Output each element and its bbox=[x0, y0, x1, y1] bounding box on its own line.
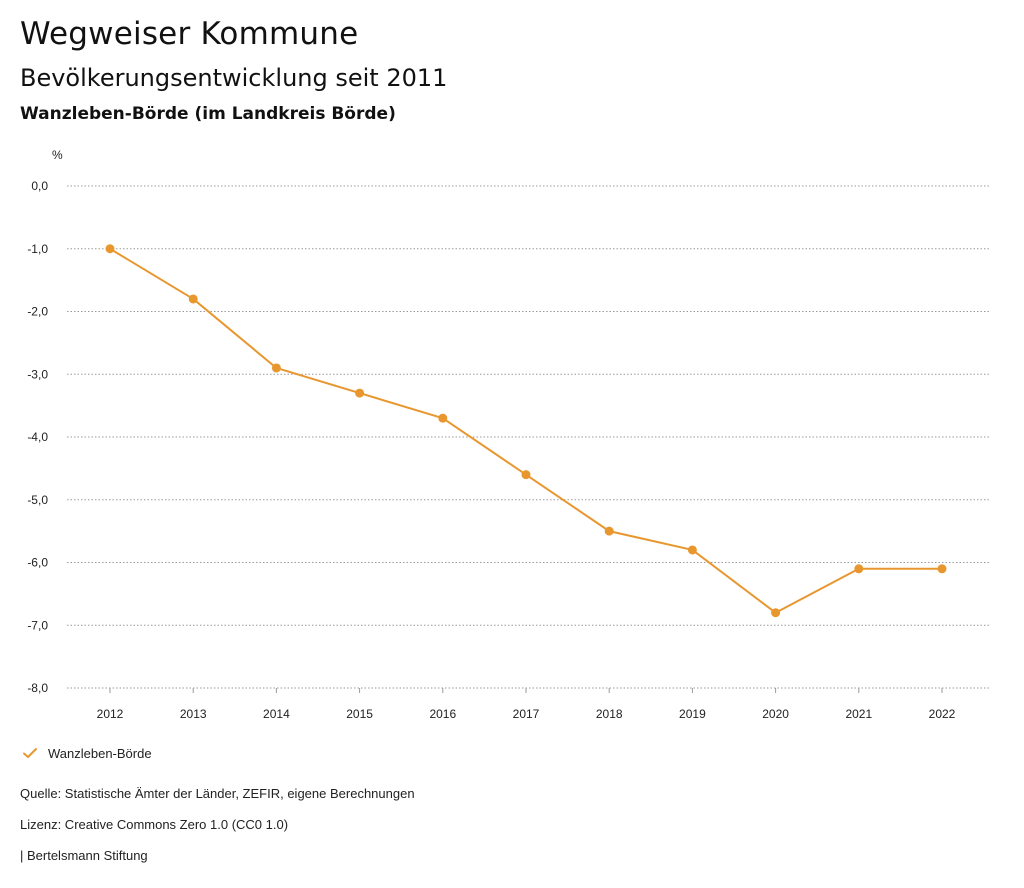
y-axis-ticks: 0,0 -1,0 -2,0 -3,0 -4,0 -5,0 -6,0 -7,0 -8,0 bbox=[27, 179, 48, 695]
publisher-note: | Bertelsmann Stiftung bbox=[20, 848, 148, 863]
data-point[interactable] bbox=[105, 244, 115, 254]
license-note: Lizenz: Creative Commons Zero 1.0 (CC0 1… bbox=[20, 817, 289, 832]
series-layer bbox=[105, 244, 947, 618]
region-label: Wanzleben-Börde (im Landkreis Börde) bbox=[20, 104, 396, 124]
data-point[interactable] bbox=[188, 294, 198, 304]
data-point[interactable] bbox=[521, 470, 531, 480]
data-point[interactable] bbox=[604, 526, 614, 536]
x-tick-label: 2017 bbox=[513, 707, 540, 721]
x-tick-label: 2014 bbox=[263, 707, 290, 721]
y-tick-label: -7,0 bbox=[27, 618, 48, 632]
y-tick-label: -3,0 bbox=[27, 367, 48, 381]
x-tick-label: 2019 bbox=[679, 707, 706, 721]
page-title: Wegweiser Kommune bbox=[20, 16, 359, 52]
x-tick-label: 2022 bbox=[929, 707, 956, 721]
x-tick-label: 2018 bbox=[596, 707, 623, 721]
x-axis-ticks: 2012 2013 2014 2015 2016 2017 2018 2019 2020 2021… bbox=[97, 688, 956, 721]
source-note: Quelle: Statistische Ämter der Länder, Z… bbox=[20, 786, 415, 801]
data-point[interactable] bbox=[438, 413, 448, 423]
x-tick-label: 2016 bbox=[429, 707, 456, 721]
data-point[interactable] bbox=[687, 545, 697, 555]
x-tick-label: 2012 bbox=[97, 707, 124, 721]
data-point[interactable] bbox=[355, 388, 365, 398]
legend-label: Wanzleben-Börde bbox=[48, 745, 152, 761]
data-point[interactable] bbox=[854, 564, 864, 574]
grid-lines bbox=[67, 185, 990, 689]
x-tick-label: 2021 bbox=[845, 707, 872, 721]
data-point[interactable] bbox=[271, 363, 281, 373]
legend[interactable]: Wanzleben-Börde bbox=[22, 745, 152, 761]
y-axis-unit-label: % bbox=[52, 148, 63, 162]
y-tick-label: -4,0 bbox=[27, 430, 48, 444]
y-tick-label: -6,0 bbox=[27, 556, 48, 570]
series-line bbox=[109, 247, 942, 614]
x-tick-label: 2020 bbox=[762, 707, 789, 721]
x-tick-label: 2015 bbox=[346, 707, 373, 721]
y-tick-label: -1,0 bbox=[27, 242, 48, 256]
check-icon bbox=[22, 745, 38, 761]
y-tick-label: -8,0 bbox=[27, 681, 48, 695]
chart-subtitle: Bevölkerungsentwicklung seit 2011 bbox=[20, 64, 448, 92]
y-tick-label: 0,0 bbox=[31, 179, 48, 193]
data-point[interactable] bbox=[771, 608, 781, 618]
y-tick-label: -5,0 bbox=[27, 493, 48, 507]
x-tick-label: 2013 bbox=[180, 707, 207, 721]
y-tick-label: -2,0 bbox=[27, 305, 48, 319]
data-point[interactable] bbox=[937, 564, 947, 574]
